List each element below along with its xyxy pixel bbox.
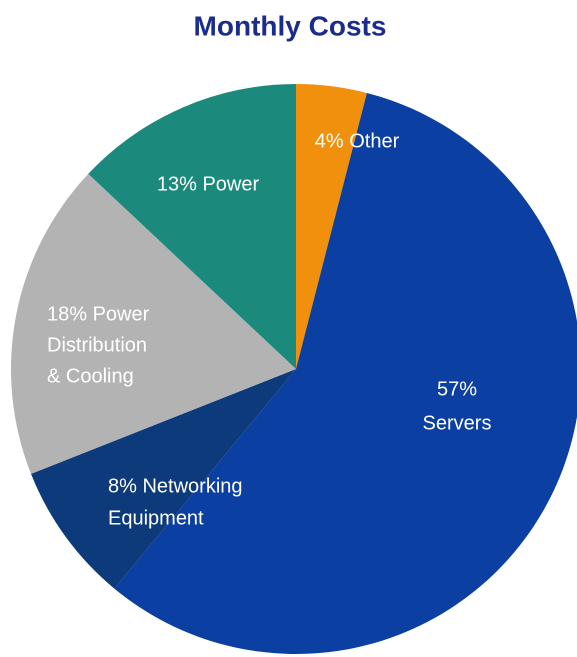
slice-label: Distribution [47,334,147,356]
pie-slice [31,369,296,589]
pie-slice [114,92,577,654]
slice-label: Servers [423,412,492,434]
pie-slice [10,173,296,474]
slice-label: & Cooling [47,365,134,387]
slice-label: 13% Power [157,173,260,195]
slice-label: 4% Other [315,130,400,152]
slice-label: 57% [437,378,477,400]
slice-label: Equipment [108,507,204,529]
pie-slice [296,84,367,369]
slice-label: 18% Power [47,303,150,325]
pie-slice [88,84,296,369]
slice-label: 8% Networking [108,475,243,497]
chart-title: Monthly Costs [194,10,387,41]
